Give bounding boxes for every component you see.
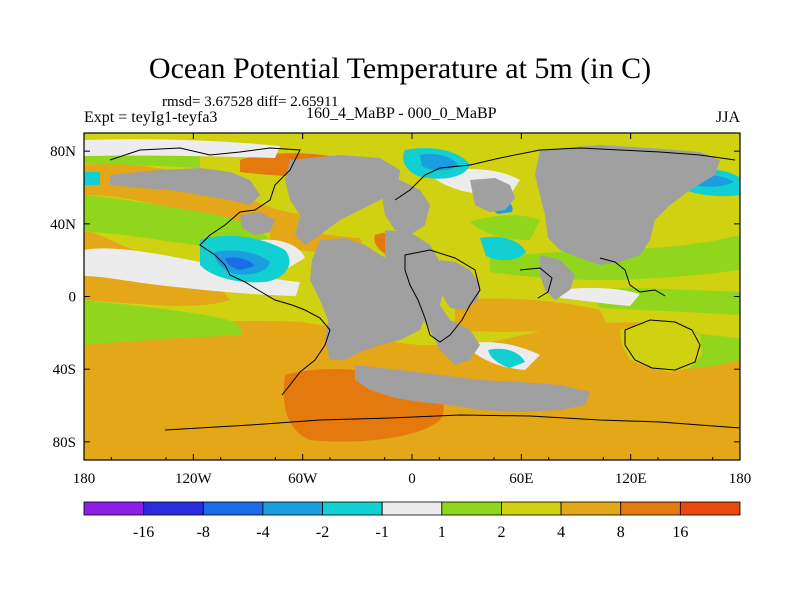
x-axis: 180 120W 60W 0 60E 120E 180 — [73, 133, 752, 487]
colorbar-swatch — [143, 501, 204, 516]
coast-africa — [404, 249, 481, 343]
y-tick-label: 40S — [53, 362, 76, 378]
temperature-field — [84, 133, 740, 460]
land-greenland — [240, 212, 275, 235]
colorbar: -16 -8 -4 -2 -1 1 2 4 8 16 — [83, 501, 741, 541]
x-tick-label: 0 — [408, 471, 416, 487]
coast-india — [519, 267, 553, 299]
colorbar-swatch — [560, 501, 622, 516]
colorbar-swatch — [501, 501, 562, 516]
x-tick-label: 60W — [288, 471, 318, 487]
land-antarctica — [355, 365, 590, 412]
rmsd-diff-stats: rmsd= 3.67528 diff= 2.65911 — [162, 94, 339, 110]
colorbar-label: 4 — [557, 524, 565, 541]
land-west-north — [110, 168, 260, 205]
band-4-8-indian — [455, 298, 610, 332]
coastlines — [109, 147, 740, 431]
coast-eurasia — [394, 147, 736, 201]
band-cool-west — [84, 172, 100, 185]
x-tick-label: 120E — [615, 471, 647, 487]
colorbar-swatch — [202, 501, 264, 516]
colorbar-swatch — [441, 501, 502, 516]
coast-north-america — [109, 147, 301, 291]
land-europe-island — [470, 178, 515, 212]
chart-title: Ocean Potential Temperature at 5m (in C) — [148, 52, 652, 85]
colorbar-swatch — [83, 501, 145, 516]
band-1-2-spac — [84, 300, 242, 345]
band-cool-sindian — [488, 348, 525, 368]
colorbar-label: 2 — [497, 524, 505, 541]
colorbar-label: -4 — [256, 524, 269, 541]
colorbar-swatch — [322, 501, 383, 516]
land-africa-north — [380, 180, 430, 235]
band-1-2-caspian — [470, 215, 540, 240]
colorbar-label: -1 — [376, 524, 389, 541]
land-africa — [385, 230, 480, 365]
land-arabia — [438, 260, 480, 310]
season-label: JJA — [716, 109, 741, 126]
coast-antarctica — [164, 414, 740, 431]
x-tick-label: 180 — [729, 471, 752, 487]
band-neutral-npac — [84, 248, 300, 296]
experiment-label: Expt = teyIg1-teyfa3 — [84, 109, 218, 126]
land-australia-ocean — [620, 322, 702, 372]
x-tick-label: 120W — [175, 471, 213, 487]
y-axis: 80N 40N 0 40S 80S — [50, 144, 740, 451]
coast-se-asia — [599, 257, 666, 297]
land-laurentia — [285, 155, 400, 245]
y-tick-label: 0 — [69, 290, 77, 306]
x-tick-label: 180 — [73, 471, 96, 487]
coast-australia — [624, 319, 701, 371]
y-tick-label: 40N — [50, 217, 76, 233]
colorbar-swatch — [262, 501, 323, 516]
band-cold-arctic — [420, 154, 458, 171]
colorbar-swatch — [381, 501, 443, 516]
band-neutral-wpac — [560, 287, 640, 306]
colorbar-swatch — [620, 501, 681, 516]
period-label: 160_4_MaBP - 000_0_MaBP — [306, 105, 497, 122]
land-asia — [535, 145, 720, 265]
colorbar-label: -2 — [316, 524, 329, 541]
band-cool-mideast — [480, 236, 526, 261]
colorbar-label: -16 — [133, 524, 154, 541]
landmasses — [110, 145, 720, 412]
y-tick-label: 80N — [50, 144, 76, 160]
x-tick-label: 60E — [509, 471, 533, 487]
colorbar-label: -8 — [197, 524, 210, 541]
colorbar-swatch — [679, 501, 741, 516]
coast-south-america — [257, 289, 331, 396]
y-tick-label: 80S — [53, 435, 76, 451]
colorbar-label: 8 — [617, 524, 625, 541]
band-4-8-sepac — [120, 330, 240, 395]
colorbar-label: 16 — [672, 524, 688, 541]
band-colder-natl — [225, 257, 255, 270]
colorbar-label: 1 — [438, 524, 446, 541]
